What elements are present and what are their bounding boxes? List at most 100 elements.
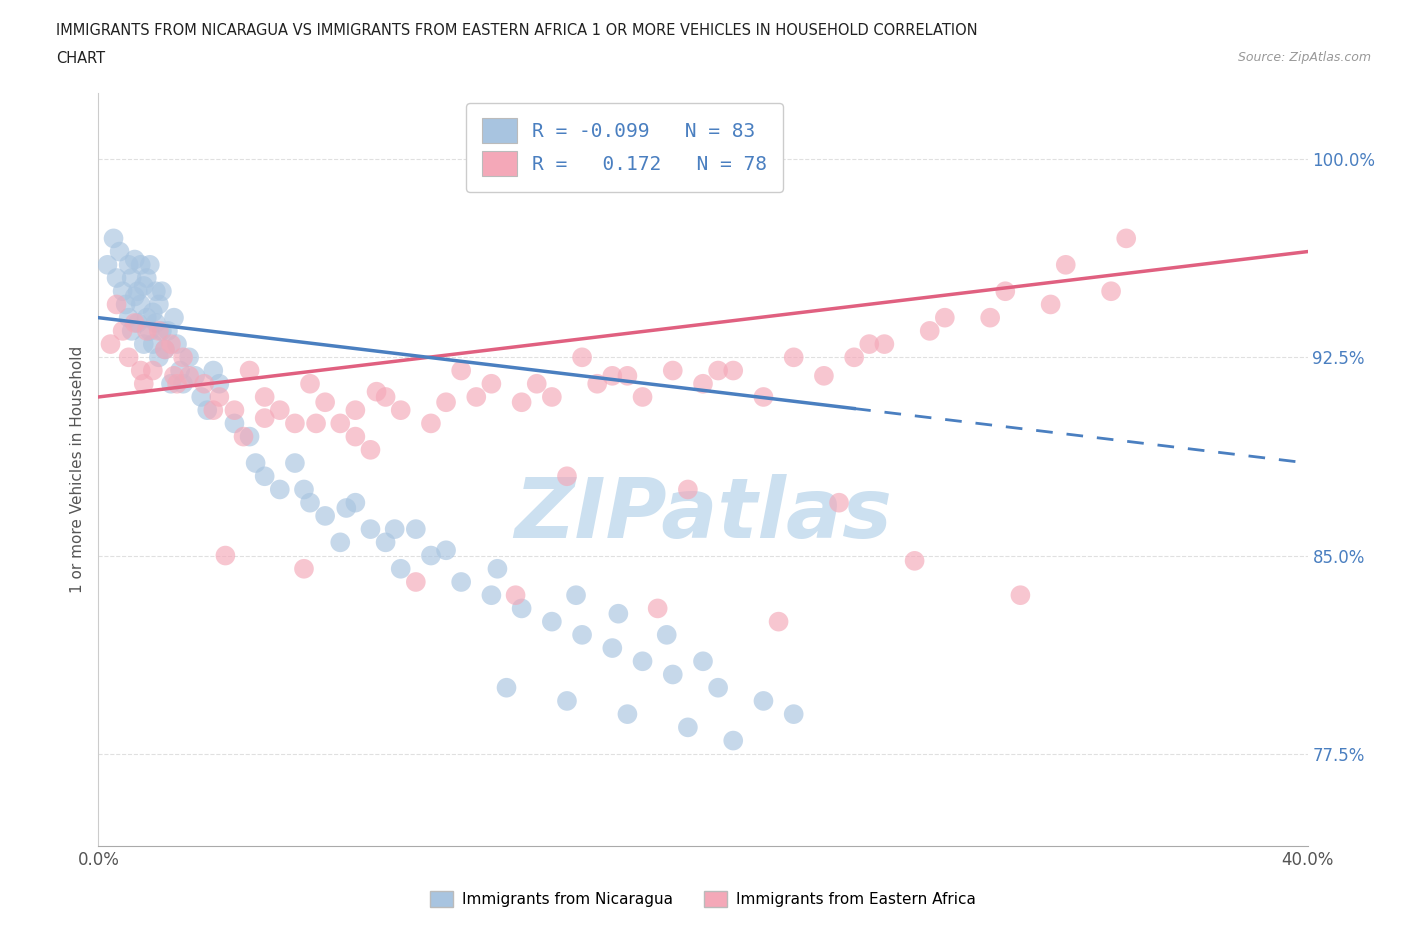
Point	[420, 548, 443, 563]
Point	[214, 548, 236, 563]
Point	[344, 403, 367, 418]
Point	[374, 535, 396, 550]
Point	[132, 278, 155, 293]
Point	[366, 384, 388, 399]
Point	[389, 562, 412, 577]
Point	[145, 315, 167, 330]
Point	[121, 324, 143, 339]
Point	[253, 390, 276, 405]
Point	[153, 342, 176, 357]
Point	[607, 606, 630, 621]
Point	[329, 416, 352, 431]
Text: ZIPatlas: ZIPatlas	[515, 474, 891, 555]
Point	[360, 522, 382, 537]
Point	[571, 350, 593, 365]
Point	[111, 324, 134, 339]
Point	[148, 297, 170, 312]
Point	[184, 368, 207, 383]
Text: CHART: CHART	[56, 51, 105, 66]
Point	[873, 337, 896, 352]
Point	[96, 258, 118, 272]
Point	[465, 390, 488, 405]
Point	[329, 535, 352, 550]
Point	[172, 350, 194, 365]
Point	[129, 297, 152, 312]
Point	[160, 337, 183, 352]
Point	[253, 469, 276, 484]
Point	[118, 350, 141, 365]
Point	[768, 614, 790, 629]
Point	[676, 482, 699, 497]
Text: IMMIGRANTS FROM NICARAGUA VS IMMIGRANTS FROM EASTERN AFRICA 1 OR MORE VEHICLES I: IMMIGRANTS FROM NICARAGUA VS IMMIGRANTS …	[56, 23, 977, 38]
Text: Source: ZipAtlas.com: Source: ZipAtlas.com	[1237, 51, 1371, 64]
Point	[108, 245, 131, 259]
Legend: Immigrants from Nicaragua, Immigrants from Eastern Africa: Immigrants from Nicaragua, Immigrants fr…	[425, 884, 981, 913]
Point	[163, 368, 186, 383]
Point	[239, 363, 262, 378]
Point	[707, 363, 730, 378]
Point	[450, 363, 472, 378]
Point	[129, 258, 152, 272]
Point	[752, 694, 775, 709]
Point	[127, 284, 149, 299]
Point	[335, 500, 357, 515]
Point	[555, 694, 578, 709]
Point	[486, 562, 509, 577]
Point	[510, 601, 533, 616]
Point	[526, 377, 548, 392]
Point	[139, 258, 162, 272]
Point	[540, 614, 562, 629]
Point	[384, 522, 406, 537]
Point	[676, 720, 699, 735]
Point	[344, 496, 367, 511]
Point	[150, 324, 173, 339]
Point	[979, 311, 1001, 325]
Point	[631, 390, 654, 405]
Point	[616, 368, 638, 383]
Point	[208, 377, 231, 392]
Y-axis label: 1 or more Vehicles in Household: 1 or more Vehicles in Household	[69, 346, 84, 593]
Point	[844, 350, 866, 365]
Point	[661, 667, 683, 682]
Point	[1054, 258, 1077, 272]
Point	[631, 654, 654, 669]
Point	[172, 377, 194, 392]
Point	[565, 588, 588, 603]
Point	[114, 297, 136, 312]
Point	[314, 395, 336, 410]
Point	[389, 403, 412, 418]
Point	[723, 733, 745, 748]
Point	[245, 456, 267, 471]
Point	[692, 377, 714, 392]
Point	[202, 403, 225, 418]
Point	[495, 680, 517, 695]
Point	[858, 337, 880, 352]
Point	[132, 377, 155, 392]
Point	[707, 680, 730, 695]
Point	[292, 562, 315, 577]
Point	[1115, 231, 1137, 246]
Point	[166, 377, 188, 392]
Point	[239, 429, 262, 444]
Point	[148, 324, 170, 339]
Point	[153, 342, 176, 357]
Point	[202, 363, 225, 378]
Point	[129, 363, 152, 378]
Point	[813, 368, 835, 383]
Point	[124, 252, 146, 267]
Point	[100, 337, 122, 352]
Point	[783, 707, 806, 722]
Point	[179, 350, 201, 365]
Point	[586, 377, 609, 392]
Point	[253, 411, 276, 426]
Point	[661, 363, 683, 378]
Point	[602, 368, 624, 383]
Point	[904, 553, 927, 568]
Point	[145, 284, 167, 299]
Point	[142, 337, 165, 352]
Point	[783, 350, 806, 365]
Point	[105, 271, 128, 286]
Point	[510, 395, 533, 410]
Point	[647, 601, 669, 616]
Point	[208, 390, 231, 405]
